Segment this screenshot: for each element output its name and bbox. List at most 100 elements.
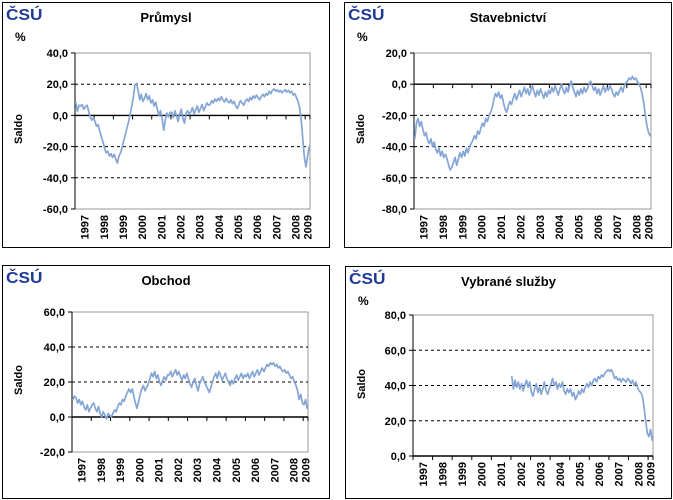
y-tick-label: 40,0 xyxy=(385,381,406,393)
csu-logo: ČSÚ xyxy=(349,271,386,288)
x-tick-label: 2000 xyxy=(477,462,489,486)
y-tick-label: 60,0 xyxy=(385,345,406,357)
y-tick-label: 20,0 xyxy=(386,48,407,60)
line-chart-stavebnictvi: 20,0 0,0 -20,0 -40,0 -60,0 -80,0 1997 1998 1999 2… xyxy=(382,48,656,239)
x-tick-label: 1998 xyxy=(99,215,111,239)
x-tick-label: 2006 xyxy=(593,215,605,239)
x-tick-label: 1997 xyxy=(80,215,92,239)
chart-panel-vybrane-sluzby: ČSÚ Vybrané služby % Saldo 80,0 60,0 40,0 2… xyxy=(345,266,672,499)
plot-area xyxy=(74,52,311,210)
x-tick-label: 2003 xyxy=(192,458,204,482)
x-tick-label: 2007 xyxy=(271,215,283,239)
x-tick-label: 2001 xyxy=(496,462,508,486)
chart-title-vybrane-sluzby: Vybrané služby xyxy=(461,274,556,289)
x-tick-label: 2003 xyxy=(535,462,547,486)
x-tick-label: 2009 xyxy=(303,215,315,239)
y-tick-label: -40,0 xyxy=(43,173,68,185)
x-tick-label: 1998 xyxy=(96,458,108,482)
x-tick-label: 2008 xyxy=(291,215,303,239)
percent-unit-label: % xyxy=(358,294,369,308)
chart-panel-obchod: ČSÚ Obchod Saldo 60,0 40,0 20,0 0,0 -20,0 199… xyxy=(2,265,330,499)
x-tick-label: 2005 xyxy=(231,458,243,482)
line-chart-obchod: 60,0 40,0 20,0 0,0 -20,0 1997 1998 1999 2000 2001… xyxy=(40,307,313,482)
x-tick-label: 1997 xyxy=(77,458,89,482)
x-tick-label: 2002 xyxy=(176,215,188,239)
x-tick-label: 1997 xyxy=(418,462,430,486)
y-tick-label: -20,0 xyxy=(382,110,407,122)
x-tick-label: 1998 xyxy=(438,215,450,239)
x-tick-label: 1999 xyxy=(115,458,127,482)
csu-logo: ČSÚ xyxy=(6,270,43,287)
x-tick-label: 2003 xyxy=(535,215,547,239)
chart-panel-stavebnictvi: ČSÚ Stavebnictví % Saldo 20,0 0,0 -20,0 -40… xyxy=(344,2,672,248)
x-tick-label: 2002 xyxy=(515,215,527,239)
y-tick-label: -60,0 xyxy=(382,173,407,185)
x-tick-label: 2000 xyxy=(134,458,146,482)
x-tick-label: 1999 xyxy=(457,215,469,239)
y-tick-label: 40,0 xyxy=(44,342,65,354)
y-tick-label: 40,0 xyxy=(47,48,68,60)
x-tick-label: 2001 xyxy=(154,458,166,482)
x-tick-label: 2005 xyxy=(575,462,587,486)
x-tick-label: 2006 xyxy=(250,458,262,482)
series-line xyxy=(413,75,652,171)
x-tick-label: 2002 xyxy=(516,462,528,486)
chart-title-obchod: Obchod xyxy=(141,273,191,288)
x-tick-label: 1999 xyxy=(457,462,469,486)
plot-area xyxy=(413,52,652,210)
y-tick-label: -80,0 xyxy=(382,204,407,216)
series-line xyxy=(74,82,311,168)
x-tick-label: 2003 xyxy=(195,215,207,239)
x-tick-label: 2004 xyxy=(554,214,566,239)
x-tick-label: 2005 xyxy=(233,215,245,239)
y-tick-label: 0,0 xyxy=(391,451,406,463)
chart-title-prumysl: Průmysl xyxy=(140,10,192,25)
chart-panel-prumysl: ČSÚ Průmysl % Saldo 40,0 20,0 0,0 -20,0 -40,… xyxy=(2,2,330,248)
x-tick-label: 2007 xyxy=(614,462,626,486)
y-tick-label: -20,0 xyxy=(40,447,65,459)
x-tick-label: 2001 xyxy=(156,215,168,239)
y-tick-label: 20,0 xyxy=(385,416,406,428)
x-tick-label: 2008 xyxy=(289,458,301,482)
percent-unit-label: % xyxy=(357,30,368,44)
x-tick-label: 2002 xyxy=(173,458,185,482)
csu-logo: ČSÚ xyxy=(6,7,43,24)
series-line xyxy=(510,368,654,441)
x-tick-label: 2000 xyxy=(137,215,149,239)
y-tick-label: -20,0 xyxy=(43,142,68,154)
x-tick-label: 1999 xyxy=(118,215,130,239)
percent-unit-label: % xyxy=(15,30,26,44)
y-tick-label: 0,0 xyxy=(53,110,68,122)
y-tick-label: -40,0 xyxy=(382,142,407,154)
x-tick-label: 2009 xyxy=(646,462,658,486)
x-tick-label: 2004 xyxy=(555,461,567,486)
y-tick-label: 20,0 xyxy=(47,79,68,91)
y-tick-label: 0,0 xyxy=(50,412,65,424)
y-tick-label: -60,0 xyxy=(43,204,68,216)
x-tick-label: 2005 xyxy=(573,215,585,239)
y-tick-label: 0,0 xyxy=(392,79,407,91)
x-tick-label: 2006 xyxy=(252,215,264,239)
x-tick-label: 2009 xyxy=(301,458,313,482)
y-tick-label: 60,0 xyxy=(44,307,65,319)
x-tick-label: 1998 xyxy=(437,462,449,486)
line-chart-prumysl: 40,0 20,0 0,0 -20,0 -40,0 -60,0 1997 1998 1999 20… xyxy=(43,48,315,239)
x-tick-label: 2006 xyxy=(594,462,606,486)
x-tick-label: 2004 xyxy=(211,457,223,482)
x-tick-label: 2007 xyxy=(612,215,624,239)
x-tick-label: 2000 xyxy=(477,215,489,239)
chart-title-stavebnictvi: Stavebnictví xyxy=(469,10,547,25)
x-tick-label: 2001 xyxy=(496,215,508,239)
x-tick-label: 2007 xyxy=(269,458,281,482)
x-tick-label: 1997 xyxy=(419,215,431,239)
x-tick-label: 2008 xyxy=(631,215,643,239)
y-tick-label: 20,0 xyxy=(44,377,65,389)
series-line xyxy=(71,361,309,420)
line-chart-vybrane-sluzby: 80,0 60,0 40,0 20,0 0,0 1997 1998 1999 2000 2001 2… xyxy=(385,310,658,486)
x-tick-label: 2004 xyxy=(214,214,226,239)
csu-logo: ČSÚ xyxy=(348,7,385,24)
x-tick-label: 2008 xyxy=(633,462,645,486)
y-tick-label: 80,0 xyxy=(385,310,406,322)
x-tick-label: 2009 xyxy=(644,215,656,239)
